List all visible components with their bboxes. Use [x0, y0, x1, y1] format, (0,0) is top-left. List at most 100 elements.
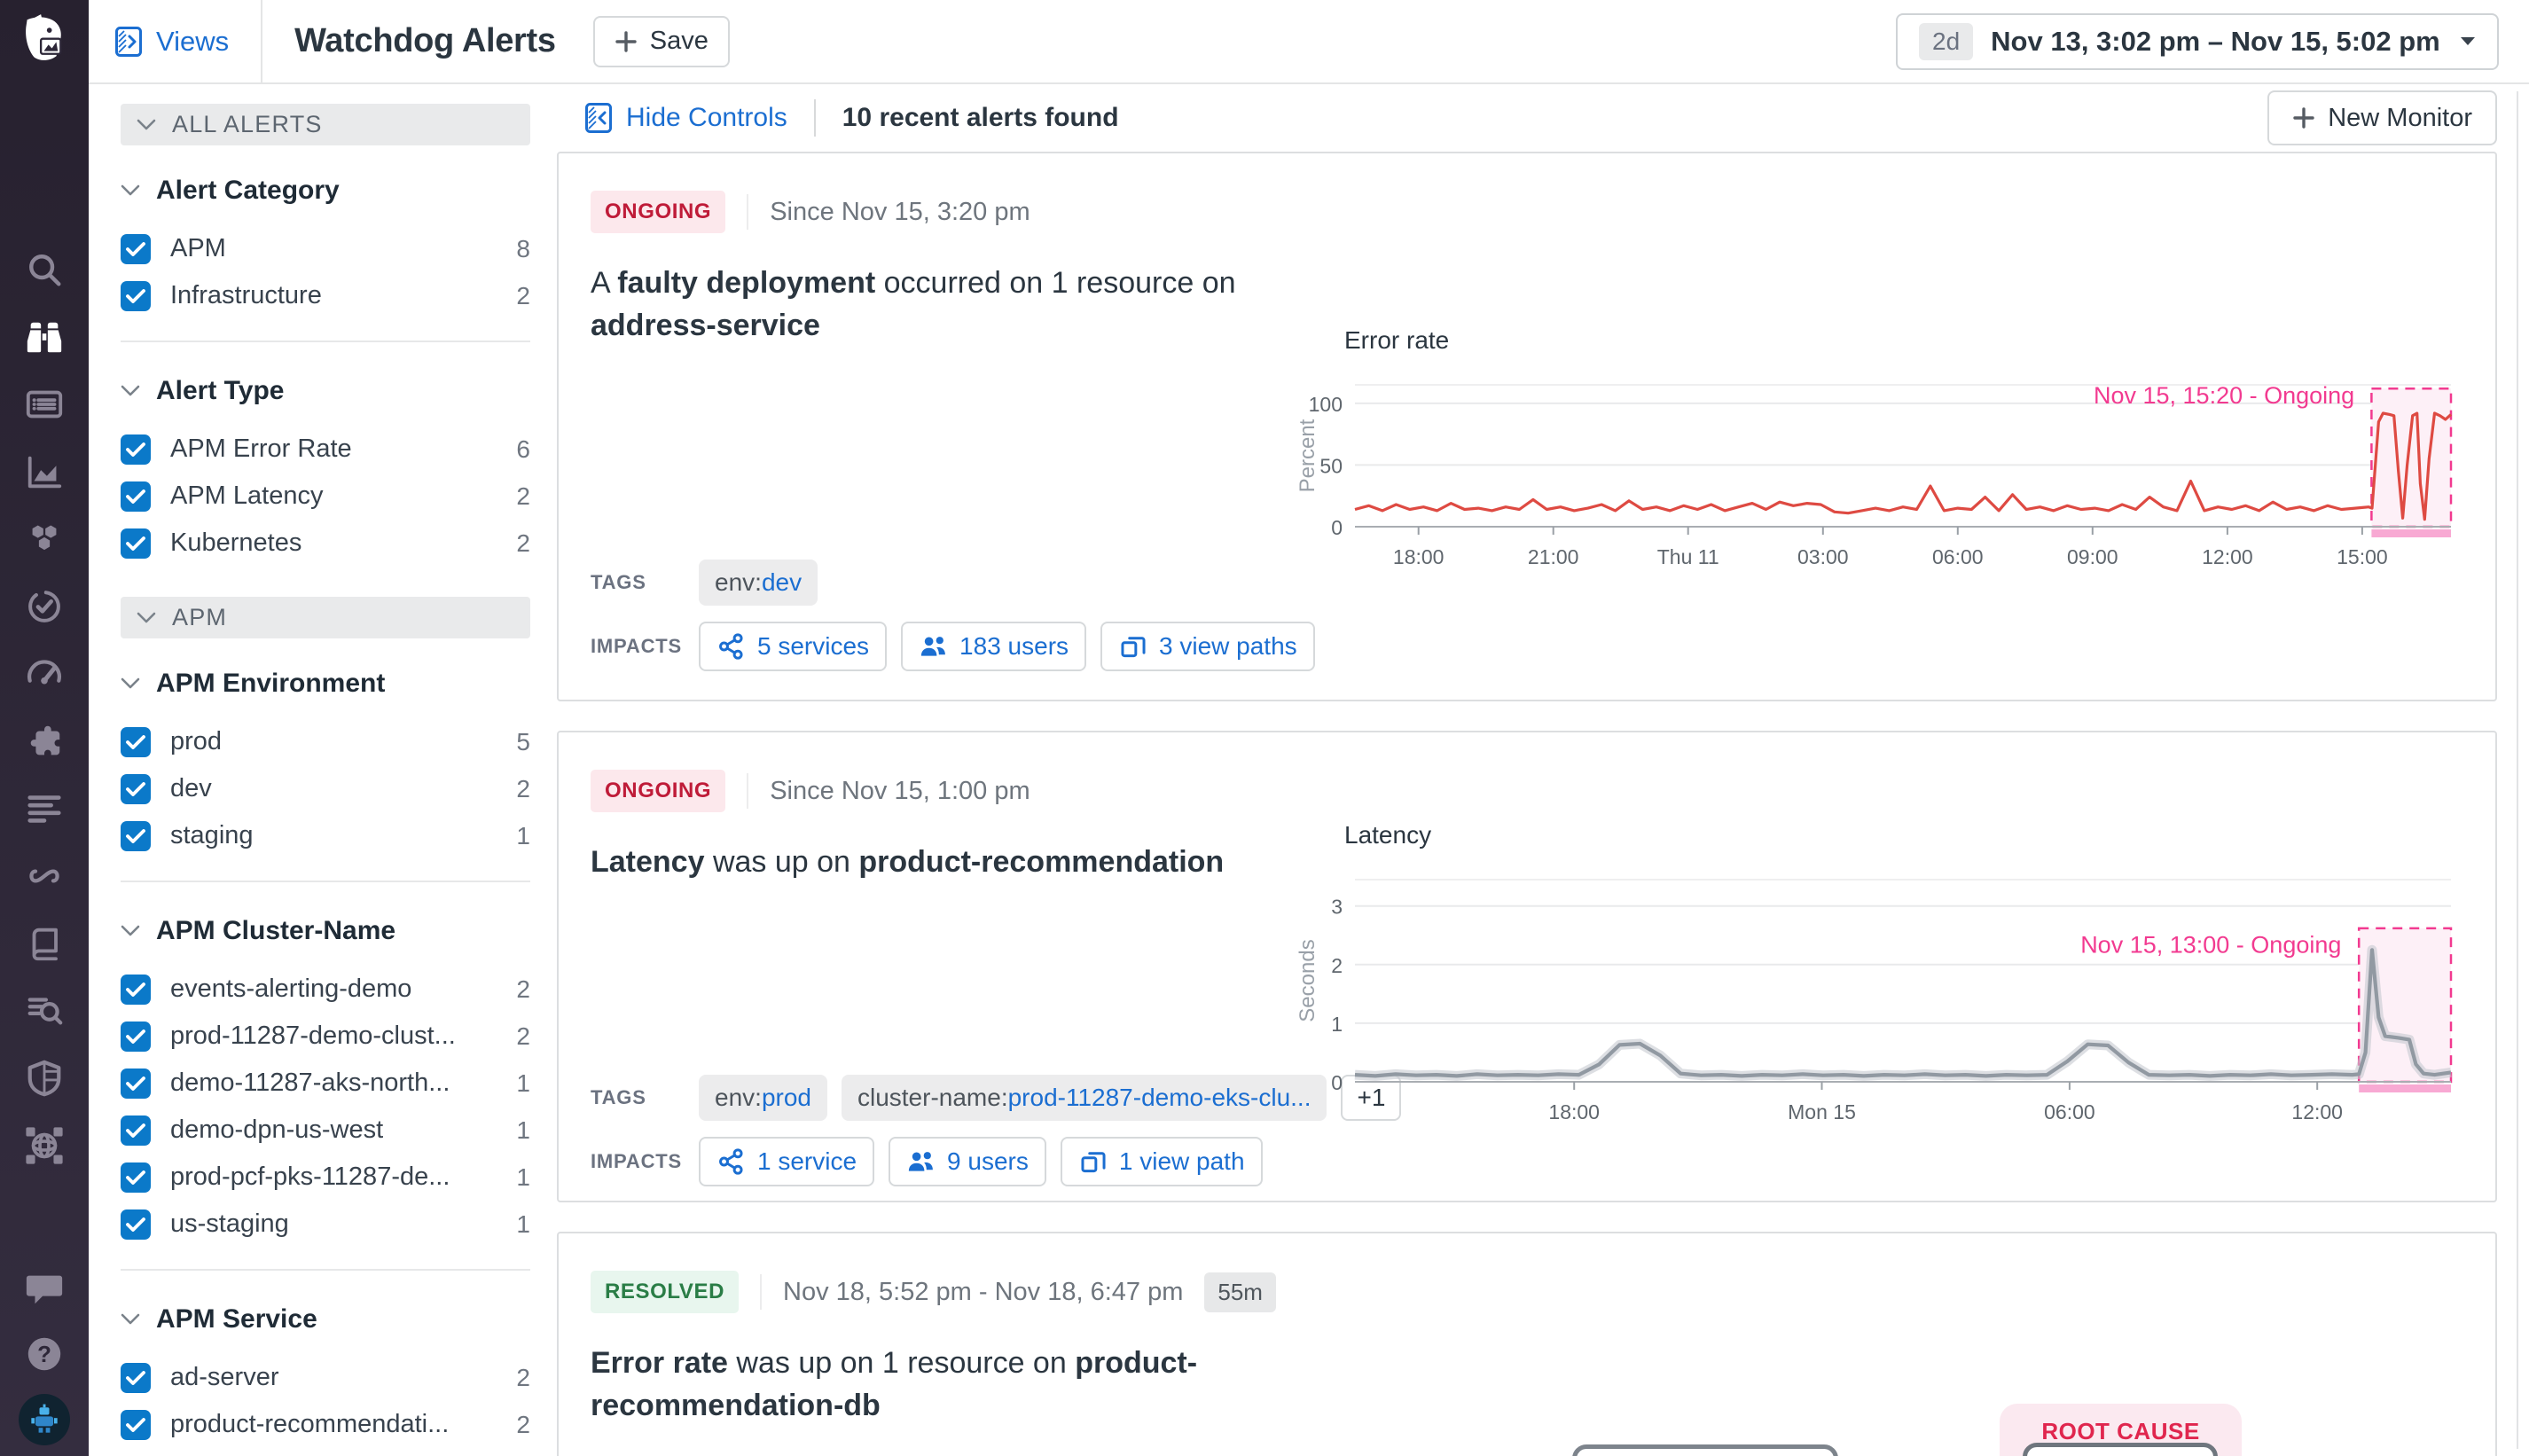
chevron-down-icon — [121, 1313, 140, 1326]
checkbox-checked[interactable] — [121, 233, 151, 264]
filter-item[interactable]: prod 5 — [121, 718, 530, 765]
nav-watchdog-icon[interactable] — [24, 317, 65, 357]
filter-band[interactable]: ALL ALERTS — [121, 104, 530, 145]
filter-item[interactable]: dev 2 — [121, 765, 530, 812]
checkbox-checked[interactable] — [121, 1115, 151, 1146]
checkbox-checked[interactable] — [121, 434, 151, 465]
views-label: Views — [156, 25, 230, 57]
filter-group-title[interactable]: APM Service — [121, 1304, 530, 1335]
nav-chat-icon[interactable] — [19, 1268, 70, 1309]
checkbox-checked[interactable] — [121, 974, 151, 1005]
filter-item-count: 2 — [516, 528, 530, 557]
filter-item-label: APM — [170, 234, 226, 262]
plus-icon — [615, 30, 638, 53]
alert-time: Nov 18, 5:52 pm - Nov 18, 6:47 pm — [783, 1277, 1184, 1306]
checkbox-checked[interactable] — [121, 280, 151, 311]
nav-events-icon[interactable] — [24, 384, 65, 425]
filter-item[interactable]: events-alerting-demo 2 — [121, 966, 530, 1013]
checkbox-checked[interactable] — [121, 1362, 151, 1393]
filter-item[interactable]: ad-server 2 — [121, 1354, 530, 1401]
views-button[interactable]: Views — [89, 0, 261, 82]
filter-item[interactable]: staging 1 — [121, 812, 530, 859]
nav-logs-icon[interactable] — [24, 788, 65, 829]
filter-item[interactable]: demo-dpn-us-west 1 — [121, 1107, 530, 1154]
nav-help-icon[interactable]: ? — [19, 1334, 70, 1374]
alert-headline: A faulty deployment occurred on 1 resour… — [591, 266, 1236, 343]
tag-pill[interactable]: cluster-name: prod-11287-demo-eks-clu... — [841, 1075, 1327, 1121]
nav-infrastructure-icon[interactable] — [24, 519, 65, 560]
tag-pill[interactable]: env: dev — [699, 560, 818, 606]
filter-item[interactable]: Infrastructure 2 — [121, 272, 530, 319]
hide-controls-button[interactable]: Hide Controls — [585, 103, 787, 133]
filter-item[interactable]: APM Error Rate 6 — [121, 426, 530, 473]
impact-button[interactable]: 9 users — [889, 1137, 1046, 1186]
nav-avatar[interactable] — [19, 1394, 70, 1445]
impact-button[interactable]: 5 services — [699, 622, 888, 671]
nav-notebooks-icon[interactable] — [24, 923, 65, 964]
alert-card[interactable]: ONGOING Since Nov 15, 1:00 pm Latency was… — [557, 731, 2497, 1202]
time-range-picker[interactable]: 2d Nov 13, 3:02 pm – Nov 15, 5:02 pm — [1896, 12, 2499, 70]
upstream-service-node[interactable]: product- — [1572, 1444, 1838, 1456]
impact-button[interactable]: 1 view path — [1060, 1137, 1263, 1186]
checkbox-checked[interactable] — [121, 1068, 151, 1099]
anomaly-region — [2370, 387, 2453, 528]
filter-group-title[interactable]: Alert Category — [121, 176, 530, 206]
checkbox-checked[interactable] — [121, 1409, 151, 1440]
filter-item[interactable]: product-recommendati... 2 — [121, 1401, 530, 1448]
svg-text:Percent: Percent — [1296, 419, 1319, 492]
impact-button[interactable]: 183 users — [901, 622, 1087, 671]
checkbox-checked[interactable] — [121, 528, 151, 559]
filter-group-title[interactable]: APM Cluster-Name — [121, 916, 530, 946]
checkbox-checked[interactable] — [121, 726, 151, 757]
filter-item[interactable]: product-recommendati... 2 — [121, 1448, 530, 1456]
tag-pill[interactable]: env: prod — [699, 1075, 827, 1121]
filter-item[interactable]: APM Latency 2 — [121, 473, 530, 520]
alert-card[interactable]: RESOLVED Nov 18, 5:52 pm - Nov 18, 6:47 … — [557, 1232, 2497, 1456]
filter-group: APM Service ad-server 2 product-recommen… — [121, 1278, 530, 1456]
nav-monitors-icon[interactable] — [24, 586, 65, 627]
checkbox-checked[interactable] — [121, 773, 151, 804]
nav-log-search-icon[interactable] — [24, 990, 65, 1031]
alert-headline: Error rate was up on 1 resource on produ… — [591, 1346, 1198, 1423]
impact-button[interactable]: 1 service — [699, 1137, 875, 1186]
checkbox-checked[interactable] — [121, 1209, 151, 1240]
svg-text:18:00: 18:00 — [1393, 545, 1445, 568]
filter-item[interactable]: prod-pcf-pks-11287-de... 1 — [121, 1154, 530, 1201]
nav-integrations-icon[interactable] — [24, 721, 65, 762]
root-cause-node[interactable]: product- — [2023, 1443, 2218, 1456]
filter-band[interactable]: APM — [121, 597, 530, 638]
tags-label: TAGS — [591, 1086, 646, 1108]
nav-apm-icon[interactable] — [24, 654, 65, 694]
time-series-chart: 0 1 2 3 18:00 Mon 15 06:00 12:00 Seconds Nov 15, … — [1296, 879, 2453, 1123]
save-button[interactable]: Save — [592, 15, 730, 67]
svg-text:2: 2 — [1331, 954, 1343, 977]
filter-item-count: 1 — [516, 821, 530, 849]
svg-text:Mon 15: Mon 15 — [1788, 1100, 1856, 1123]
filter-group-title[interactable]: Alert Type — [121, 376, 530, 406]
divider — [747, 194, 749, 230]
nav-security-icon[interactable] — [24, 1058, 65, 1099]
checkbox-checked[interactable] — [121, 1021, 151, 1052]
checkbox-checked[interactable] — [121, 481, 151, 512]
filter-item[interactable]: us-staging 1 — [121, 1201, 530, 1248]
alert-card[interactable]: ONGOING Since Nov 15, 3:20 pm A faulty de… — [557, 152, 2497, 701]
filter-group-title[interactable]: APM Environment — [121, 669, 530, 699]
nav-metrics-icon[interactable] — [24, 451, 65, 492]
filter-item[interactable]: APM 8 — [121, 225, 530, 272]
nav-synthetics-icon[interactable] — [24, 856, 65, 896]
filter-item[interactable]: prod-11287-demo-clust... 2 — [121, 1013, 530, 1060]
filter-item[interactable]: demo-11287-aks-north... 1 — [121, 1060, 530, 1107]
checkbox-checked[interactable] — [121, 820, 151, 851]
checkbox-checked[interactable] — [121, 1162, 151, 1193]
filter-item[interactable]: Kubernetes 2 — [121, 520, 530, 567]
datadog-logo[interactable] — [17, 12, 72, 72]
nav-network-icon[interactable] — [24, 1125, 65, 1166]
filter-item-label: prod-pcf-pks-11287-de... — [170, 1162, 450, 1191]
filter-item-count: 1 — [516, 1115, 530, 1144]
impact-button[interactable]: 3 view paths — [1100, 622, 1315, 671]
new-monitor-button[interactable]: New Monitor — [2267, 90, 2497, 145]
scrollbar[interactable] — [2517, 91, 2518, 1449]
divider — [813, 99, 816, 137]
security-icon — [24, 1058, 65, 1099]
nav-search-icon[interactable] — [24, 249, 65, 290]
